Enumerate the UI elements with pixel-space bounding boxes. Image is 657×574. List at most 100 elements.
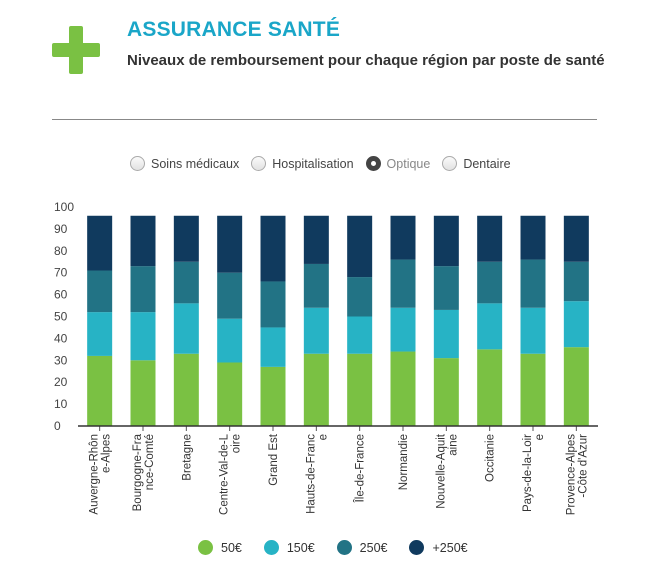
y-tick-label: 100 (54, 200, 74, 214)
bar-segment (303, 353, 329, 426)
x-tick-label: Centre-Val-de-L (219, 433, 231, 515)
radio-optique[interactable]: Optique (365, 156, 431, 171)
x-tick-label: nce-Comté (144, 434, 156, 490)
bar-segment (87, 270, 113, 313)
bar-segment (87, 355, 113, 426)
bar-segment (347, 215, 373, 278)
bar-segment (477, 349, 503, 426)
bar-segment (87, 312, 113, 356)
x-tick-label: Auvergne-Rhôn (89, 434, 101, 515)
radio-hospitalisation[interactable]: Hospitalisation (251, 156, 354, 171)
bar-segment (390, 259, 416, 308)
x-tick-label: e-Alpes (101, 434, 113, 473)
y-tick-label: 30 (54, 353, 68, 367)
x-tick-label: Bourgogne-Fra (132, 433, 144, 511)
y-tick-label: 90 (54, 222, 68, 236)
legend-label: 250€ (359, 540, 388, 555)
radio-circle-icon (251, 156, 267, 171)
bar-segment (303, 263, 329, 308)
x-tick-label: e (534, 434, 546, 440)
bar-segment (173, 261, 199, 304)
radio-dentaire[interactable]: Dentaire (442, 156, 511, 171)
page-subtitle: Niveaux de remboursement pour chaque rég… (127, 52, 605, 69)
y-tick-label: 20 (54, 375, 68, 389)
bar-segment (563, 261, 589, 302)
radio-selected-icon (365, 156, 381, 171)
legend-item: 250€ (336, 540, 388, 555)
x-tick-label: Grand Est (268, 433, 280, 486)
legend-label: +250€ (432, 540, 468, 555)
bar-segment (347, 277, 373, 317)
bar-segment (217, 272, 243, 319)
radio-label: Optique (386, 156, 431, 171)
bar-segment (260, 327, 286, 367)
bar-segment (260, 215, 286, 282)
bar-segment (477, 215, 503, 262)
bar-segment (563, 215, 589, 262)
bar-segment (433, 358, 459, 426)
legend-swatch (263, 540, 279, 555)
x-tick-label: Bretagne (181, 434, 193, 481)
legend-swatch (336, 540, 352, 555)
bar-segment (390, 351, 416, 426)
x-tick-label: Pays-de-la-Loir (522, 434, 534, 512)
legend-item: +250€ (409, 540, 468, 555)
x-tick-label: Hauts-de-Franc (305, 434, 317, 514)
bar-segment (433, 266, 459, 310)
chart-legend: 50€ 150€ 250€ +250€ (198, 540, 490, 555)
y-tick-label: 50 (54, 310, 68, 324)
radio-circle-icon (130, 156, 145, 171)
x-tick-label: oire (231, 434, 243, 453)
legend-swatch (198, 540, 213, 555)
bar-segment (563, 301, 589, 348)
y-tick-label: 10 (54, 397, 68, 411)
category-radio-group: Soins médicaux Hospitalisation Optique D… (130, 156, 523, 171)
bar-segment (303, 215, 329, 264)
y-tick-label: 70 (54, 266, 68, 280)
x-tick-label: e (317, 434, 329, 440)
bar-segment (130, 215, 156, 267)
x-tick-label: Provence-Alpes (565, 434, 577, 515)
legend-swatch (409, 540, 425, 555)
x-tick-label: Nouvelle-Aquit (435, 433, 447, 509)
legend-label: 150€ (286, 540, 315, 555)
bar-segment (520, 259, 546, 308)
y-tick-label: 40 (54, 331, 68, 345)
x-tick-label: aine (447, 434, 459, 456)
bar-segment (390, 307, 416, 352)
divider (52, 119, 597, 120)
bar-segment (87, 215, 113, 271)
bar-segment (217, 362, 243, 426)
bar-segment (260, 281, 286, 328)
radio-label: Dentaire (463, 156, 511, 171)
radio-soins-medicaux[interactable]: Soins médicaux (130, 156, 239, 171)
x-tick-label: Île-de-France (354, 434, 367, 503)
bar-segment (477, 261, 503, 304)
bar-segment (433, 309, 459, 359)
y-tick-label: 60 (54, 288, 68, 302)
page-title: ASSURANCE SANTÉ (127, 18, 341, 41)
legend-item: 150€ (263, 540, 315, 555)
y-tick-label: 0 (54, 419, 61, 433)
bar-segment (130, 266, 156, 313)
x-tick-label: Occitanie (485, 434, 497, 482)
x-tick-label: Normandie (398, 434, 410, 490)
bar-segment (520, 353, 546, 426)
bar-segment (303, 307, 329, 354)
bar-segment (563, 347, 589, 426)
bar-segment (130, 312, 156, 361)
x-tick-label: -Côte d'Azur (577, 434, 589, 498)
bar-segment (217, 215, 243, 273)
legend-item: 50€ (198, 540, 242, 555)
bar-segment (520, 307, 546, 354)
plus-logo-icon (52, 26, 100, 74)
y-tick-label: 80 (54, 244, 68, 258)
bar-segment (130, 360, 156, 426)
bar-segment (433, 215, 459, 267)
radio-label: Hospitalisation (272, 156, 354, 171)
bar-segment (260, 366, 286, 426)
radio-circle-icon (442, 156, 458, 171)
bar-segment (347, 353, 373, 426)
bar-segment (217, 318, 243, 363)
